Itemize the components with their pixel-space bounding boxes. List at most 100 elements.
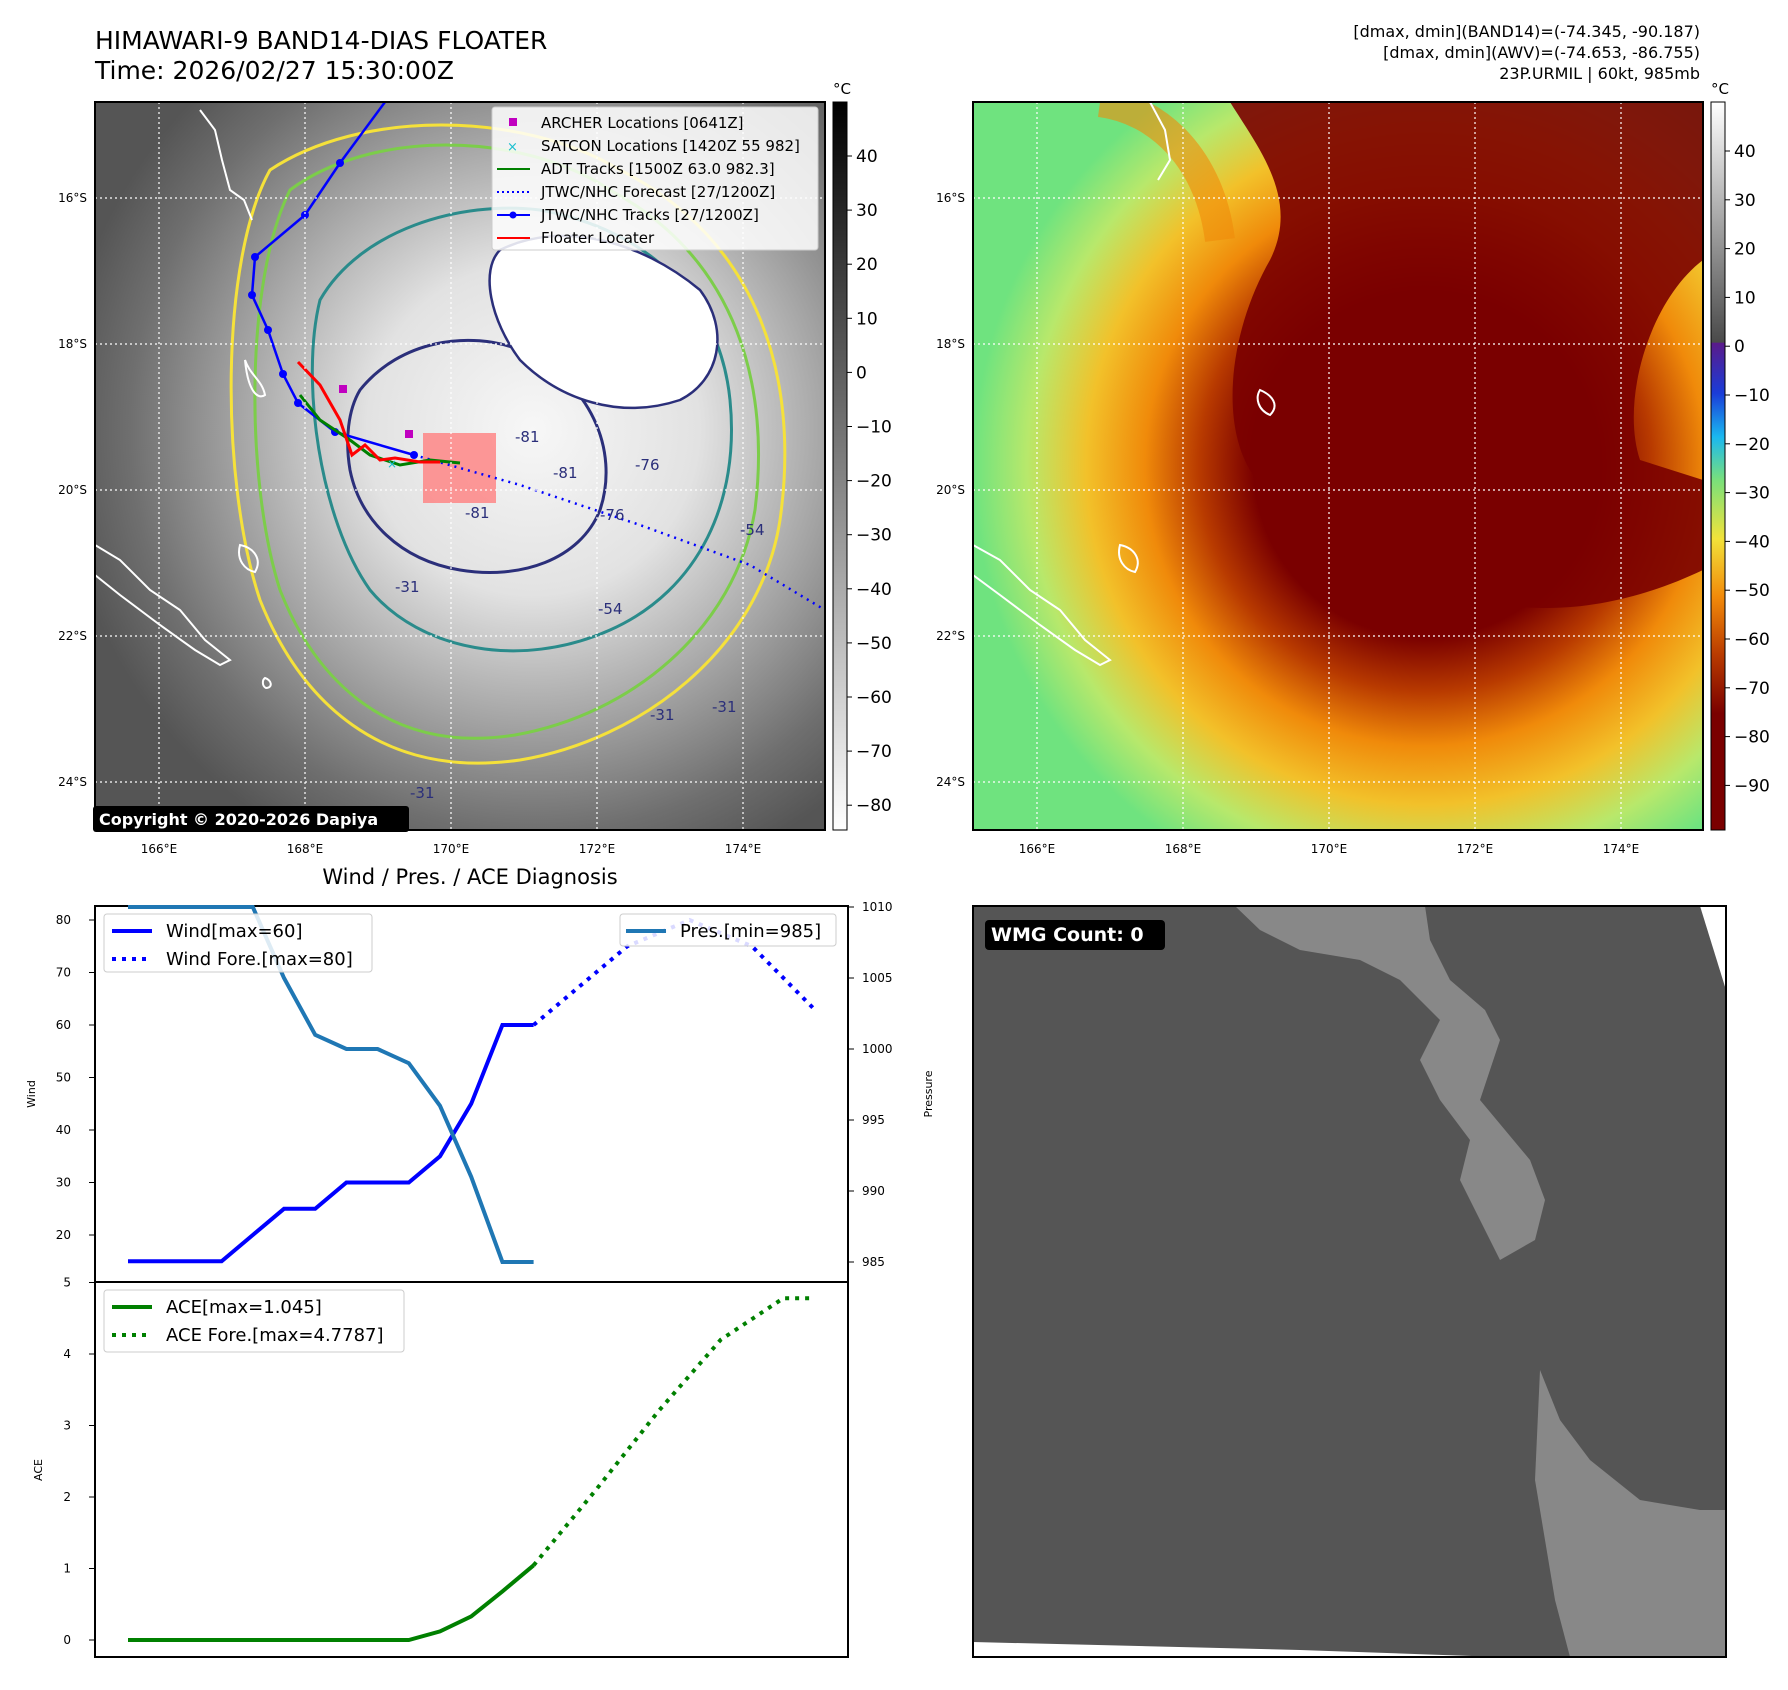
legend-x-icon: × — [507, 140, 518, 155]
contour-label: -81 — [515, 428, 540, 446]
legend-item: × SATCON Locations [1420Z 55 982] — [507, 137, 800, 155]
wind-ytick-label: 80 — [56, 913, 71, 927]
wind-pres-ace-title: Wind / Pres. / ACE Diagnosis — [322, 865, 617, 889]
pressure-ytick-label: 1000 — [862, 1042, 893, 1056]
contour-label: -54 — [740, 521, 765, 539]
lon-tick-label: 174°E — [725, 842, 762, 856]
contour-label: -76 — [600, 506, 625, 524]
colorbar-tick-label: 40 — [1734, 142, 1756, 162]
ace-ytick-label: 2 — [63, 1490, 71, 1504]
coastline-loyalty-2 — [1118, 543, 1139, 574]
map-legend: ARCHER Locations [0641Z] × SATCON Location… — [491, 106, 819, 251]
archer-marker — [405, 430, 413, 438]
ace-chart: 0 1 2 3 4 5 ACE[max=1.045] ACE Fore.[max=4.7787… — [32, 1276, 849, 1658]
pressure-ytick-label: 990 — [862, 1184, 885, 1198]
wind-ytick-label: 30 — [56, 1176, 71, 1190]
legend-item: JTWC/NHC Tracks [27/1200Z] — [497, 206, 759, 224]
floater-locater-line — [296, 360, 440, 464]
ace-ytick-label: 0 — [63, 1633, 71, 1647]
ace-ytick-label: 1 — [63, 1562, 71, 1576]
legend-box — [491, 106, 819, 251]
colorbar-tick-label: 10 — [1734, 288, 1756, 308]
info-storm: 23P.URMIL | 60kt, 985mb — [1499, 64, 1700, 83]
ace-ytick-label: 5 — [63, 1276, 71, 1290]
pressure-legend-label: Pres.[min=985] — [680, 921, 821, 942]
colorbar-tick-label: 0 — [1734, 337, 1745, 357]
copyright-badge — [93, 806, 409, 832]
copyright-text: Copyright © 2020-2026 Dapiya — [99, 810, 378, 829]
colorbar-tick-label: −70 — [1734, 679, 1770, 699]
contour-label: -31 — [650, 706, 675, 724]
legend-label: ARCHER Locations [0641Z] — [541, 114, 744, 132]
lat-tick-label: 24°S — [58, 775, 87, 789]
gray-colorbar-unit: °C — [833, 80, 851, 98]
wmg-region — [1235, 906, 1545, 1260]
figure-time: Time: 2026/02/27 15:30:00Z — [95, 56, 454, 85]
wind-legend: Wind[max=60] Wind Fore.[max=80] — [103, 913, 373, 973]
colorbar-tick-label: 30 — [856, 201, 878, 221]
wind-ytick-label: 70 — [56, 966, 71, 980]
color-colorbar — [1710, 101, 1726, 831]
color-colorbar-unit: °C — [1711, 80, 1729, 98]
ir-gray-map: × -81 -81 -81 -76 -76 -54 -54 -31 -31 -31 -31 ARCH… — [58, 80, 892, 856]
lat-tick-label: 18°S — [936, 337, 965, 351]
wind-ytick-label: 20 — [56, 1228, 71, 1242]
wmg-frame — [972, 905, 1727, 1658]
legend-item: ARCHER Locations [0641Z] — [509, 114, 744, 132]
series-line-wind-max- — [128, 1023, 534, 1264]
figure-title: HIMAWARI-9 BAND14-DIAS FLOATER — [95, 26, 548, 55]
map2-gridlines — [973, 102, 1703, 830]
colorbar-tick-label: −70 — [856, 742, 892, 762]
colorbar-tick-label: −50 — [1734, 581, 1770, 601]
coastline-new-caledonia — [95, 544, 232, 667]
wind-pressure-chart: Wind / Pres. / ACE Diagnosis 20 30 40 50 60 7… — [25, 865, 935, 1283]
colorbar-tick-label: 20 — [1734, 240, 1756, 260]
gray-colorbar — [832, 101, 848, 831]
wind-legend-label: Wind[max=60] — [166, 921, 303, 942]
wmg-blank-edge — [973, 1642, 1500, 1657]
legend-label: Floater Locater — [541, 229, 655, 247]
map1-axis-labels: 16°S 18°S 20°S 22°S 24°S 166°E 168°E 170°E 172°E… — [58, 191, 761, 856]
lon-tick-label: 172°E — [579, 842, 616, 856]
wind-legend-box — [103, 913, 373, 973]
colorbar-tick-label: 0 — [856, 363, 867, 383]
pressure-axis-label: Pressure — [922, 1070, 935, 1117]
legend-label: ADT Tracks [1500Z 63.0 982.3] — [541, 160, 775, 178]
coastline-new-caledonia-2 — [973, 544, 1112, 667]
lat-tick-label: 20°S — [58, 483, 87, 497]
wmg-count-badge — [985, 920, 1165, 950]
rainband — [1097, 102, 1235, 243]
lon-tick-label: 170°E — [433, 842, 470, 856]
colorbar-tick-label: −50 — [856, 634, 892, 654]
contour-navy — [346, 338, 608, 574]
contour-label: -54 — [598, 600, 623, 618]
map1-frame — [94, 101, 826, 831]
legend-item: ADT Tracks [1500Z 63.0 982.3] — [497, 160, 775, 178]
colorbar-tick-label: −40 — [856, 580, 892, 600]
floater-box — [423, 433, 496, 503]
legend-label: JTWC/NHC Tracks [27/1200Z] — [540, 206, 759, 224]
pressure-legend: Pres.[min=985] — [619, 913, 837, 947]
colorbar-tick-label: −10 — [1734, 386, 1770, 406]
ace-legend-label: ACE[max=1.045] — [166, 1297, 322, 1318]
wmg-blank-corner — [1700, 906, 1726, 990]
lon-tick-label: 172°E — [1457, 842, 1494, 856]
legend-item: JTWC/NHC Forecast [27/1200Z] — [497, 183, 775, 201]
lon-tick-label: 170°E — [1311, 842, 1348, 856]
wind-ytick-label: 60 — [56, 1018, 71, 1032]
lon-tick-label: 168°E — [1165, 842, 1202, 856]
contour-label: -31 — [410, 784, 435, 802]
satcon-marker: × — [387, 457, 397, 471]
lat-tick-label: 24°S — [936, 775, 965, 789]
info-band14: [dmax, dmin](BAND14)=(-74.345, -90.187) — [1353, 22, 1700, 41]
colorbar-tick-label: −10 — [856, 418, 892, 438]
colorbar-tick-label: 30 — [1734, 191, 1756, 211]
contour-label: -76 — [635, 456, 660, 474]
contour-labels: -81 -81 -81 -76 -76 -54 -54 -31 -31 -31 -31 — [395, 428, 765, 802]
jtwc-track-points — [248, 159, 418, 459]
wind-ytick-label: 40 — [56, 1123, 71, 1137]
lat-tick-label: 16°S — [58, 191, 87, 205]
colorbar-tick-label: −20 — [856, 472, 892, 492]
colorbar-tick-label: −30 — [856, 526, 892, 546]
cold-cloud-core — [1230, 102, 1703, 609]
